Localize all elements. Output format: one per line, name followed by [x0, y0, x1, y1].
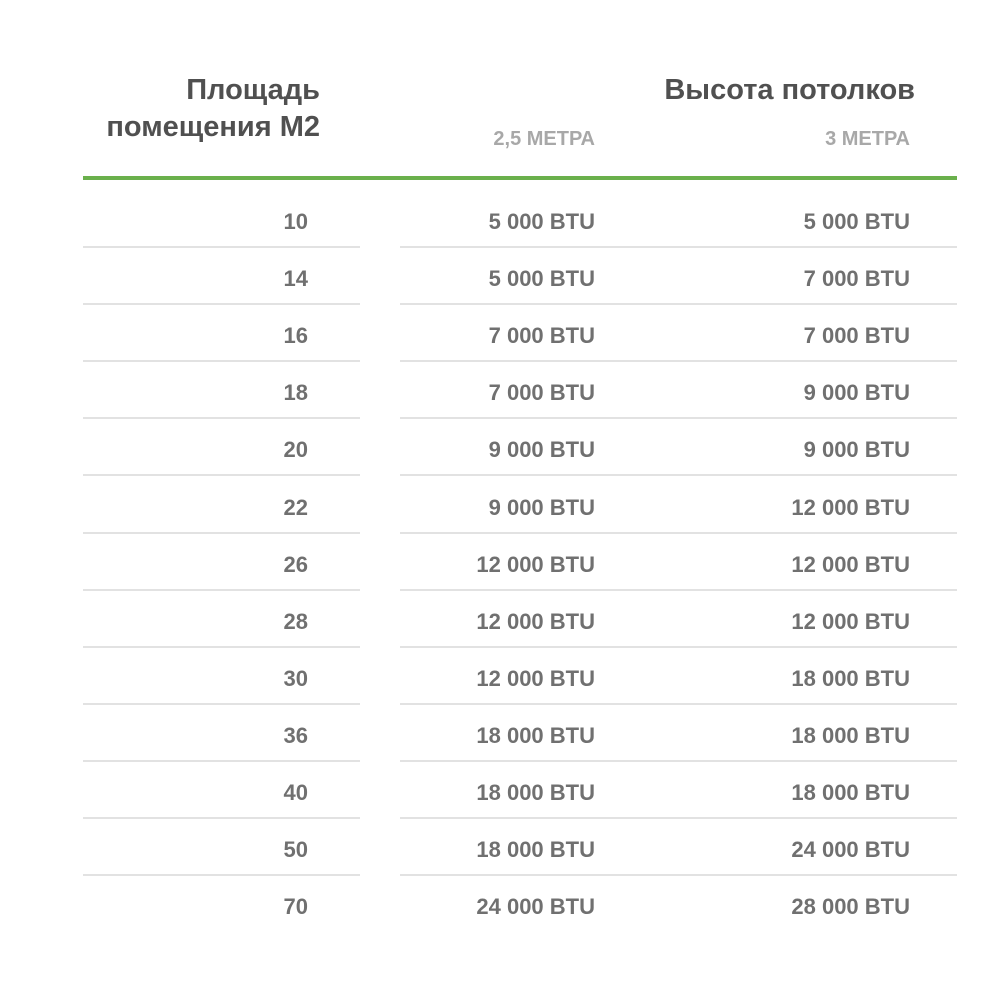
table-row: 16 7 000 BTU 7 000 BTU: [0, 312, 1000, 369]
row-divider: [400, 588, 957, 591]
btu-2-5m-cell: 7 000 BTU: [488, 380, 595, 406]
btu-2-5m-cell: 5 000 BTU: [488, 266, 595, 292]
btu-2-5m-cell: 24 000 BTU: [476, 894, 595, 920]
area-cell: 16: [283, 323, 308, 349]
table-row: 22 9 000 BTU 12 000 BTU: [0, 484, 1000, 541]
row-divider: [400, 702, 957, 705]
area-cell: 50: [283, 837, 308, 863]
btu-2-5m-cell: 5 000 BTU: [488, 209, 595, 234]
btu-2-5m-cell: 9 000 BTU: [488, 494, 595, 520]
btu-3m-cell: 18 000 BTU: [791, 780, 910, 805]
btu-2-5m-cell: 18 000 BTU: [476, 780, 595, 805]
header-divider: [83, 176, 957, 180]
btu-3m-cell: 7 000 BTU: [803, 266, 910, 292]
area-cell: 10: [283, 209, 308, 234]
btu-2-5m-cell: 18 000 BTU: [476, 722, 595, 748]
table-row: 40 18 000 BTU 18 000 BTU: [0, 769, 1000, 826]
row-divider: [83, 702, 360, 705]
btu-3m-cell: 9 000 BTU: [803, 437, 910, 463]
area-cell: 26: [283, 551, 308, 577]
btu-3m-cell: 18 000 BTU: [791, 722, 910, 748]
area-cell: 40: [283, 780, 308, 805]
row-divider: [400, 246, 957, 248]
btu-2-5m-cell: 12 000 BTU: [476, 665, 595, 691]
area-cell: 22: [283, 494, 308, 520]
btu-3m-cell: 12 000 BTU: [791, 608, 910, 634]
ceiling-height-header: Высота потолков: [664, 74, 915, 106]
area-cell: 18: [283, 380, 308, 406]
row-divider: [400, 474, 957, 477]
table-row: 14 5 000 BTU 7 000 BTU: [0, 255, 1000, 312]
row-divider: [83, 874, 360, 877]
table-row: 28 12 000 BTU 12 000 BTU: [0, 598, 1000, 655]
area-cell: 36: [283, 722, 308, 748]
btu-2-5m-cell: 12 000 BTU: [476, 608, 595, 634]
btu-3m-cell: 5 000 BTU: [803, 209, 910, 234]
area-column-header: Площадь помещения М2: [106, 74, 320, 143]
table-row: 70 24 000 BTU 28 000 BTU: [0, 883, 1000, 940]
row-divider: [83, 360, 360, 363]
row-divider: [400, 303, 957, 306]
row-divider: [400, 531, 957, 534]
row-divider: [83, 303, 360, 306]
btu-3m-cell: 7 000 BTU: [803, 323, 910, 349]
row-divider: [83, 817, 360, 819]
area-cell: 70: [283, 894, 308, 920]
btu-3m-cell: 12 000 BTU: [791, 494, 910, 520]
column-header-2-5m: 2,5 МЕТРА: [493, 128, 595, 150]
btu-3m-cell: 18 000 BTU: [791, 665, 910, 691]
btu-3m-cell: 9 000 BTU: [803, 380, 910, 406]
row-divider: [83, 588, 360, 591]
row-divider: [400, 360, 957, 363]
area-cell: 28: [283, 608, 308, 634]
row-divider: [83, 474, 360, 477]
btu-2-5m-cell: 9 000 BTU: [488, 437, 595, 463]
row-divider: [83, 246, 360, 248]
area-cell: 14: [283, 266, 308, 292]
row-divider: [83, 531, 360, 534]
area-cell: 20: [283, 437, 308, 463]
table-row: 30 12 000 BTU 18 000 BTU: [0, 655, 1000, 712]
table-row: 36 18 000 BTU 18 000 BTU: [0, 712, 1000, 769]
table-row: 26 12 000 BTU 12 000 BTU: [0, 541, 1000, 598]
btu-3m-cell: 28 000 BTU: [791, 894, 910, 920]
btu-3m-cell: 12 000 BTU: [791, 551, 910, 577]
btu-3m-cell: 24 000 BTU: [791, 837, 910, 863]
row-divider: [83, 645, 360, 648]
table-row: 20 9 000 BTU 9 000 BTU: [0, 426, 1000, 483]
column-header-3m: 3 МЕТРА: [825, 128, 910, 150]
row-divider: [83, 759, 360, 762]
btu-2-5m-cell: 12 000 BTU: [476, 551, 595, 577]
table-row: 10 5 000 BTU 5 000 BTU: [0, 198, 1000, 255]
row-divider: [83, 417, 360, 420]
row-divider: [400, 645, 957, 648]
row-divider: [400, 874, 957, 877]
row-divider: [400, 417, 957, 420]
table-row: 18 7 000 BTU 9 000 BTU: [0, 369, 1000, 426]
row-divider: [400, 759, 957, 762]
table-row: 50 18 000 BTU 24 000 BTU: [0, 826, 1000, 883]
row-divider: [400, 817, 957, 819]
area-cell: 30: [283, 665, 308, 691]
btu-2-5m-cell: 18 000 BTU: [476, 837, 595, 863]
btu-2-5m-cell: 7 000 BTU: [488, 323, 595, 349]
